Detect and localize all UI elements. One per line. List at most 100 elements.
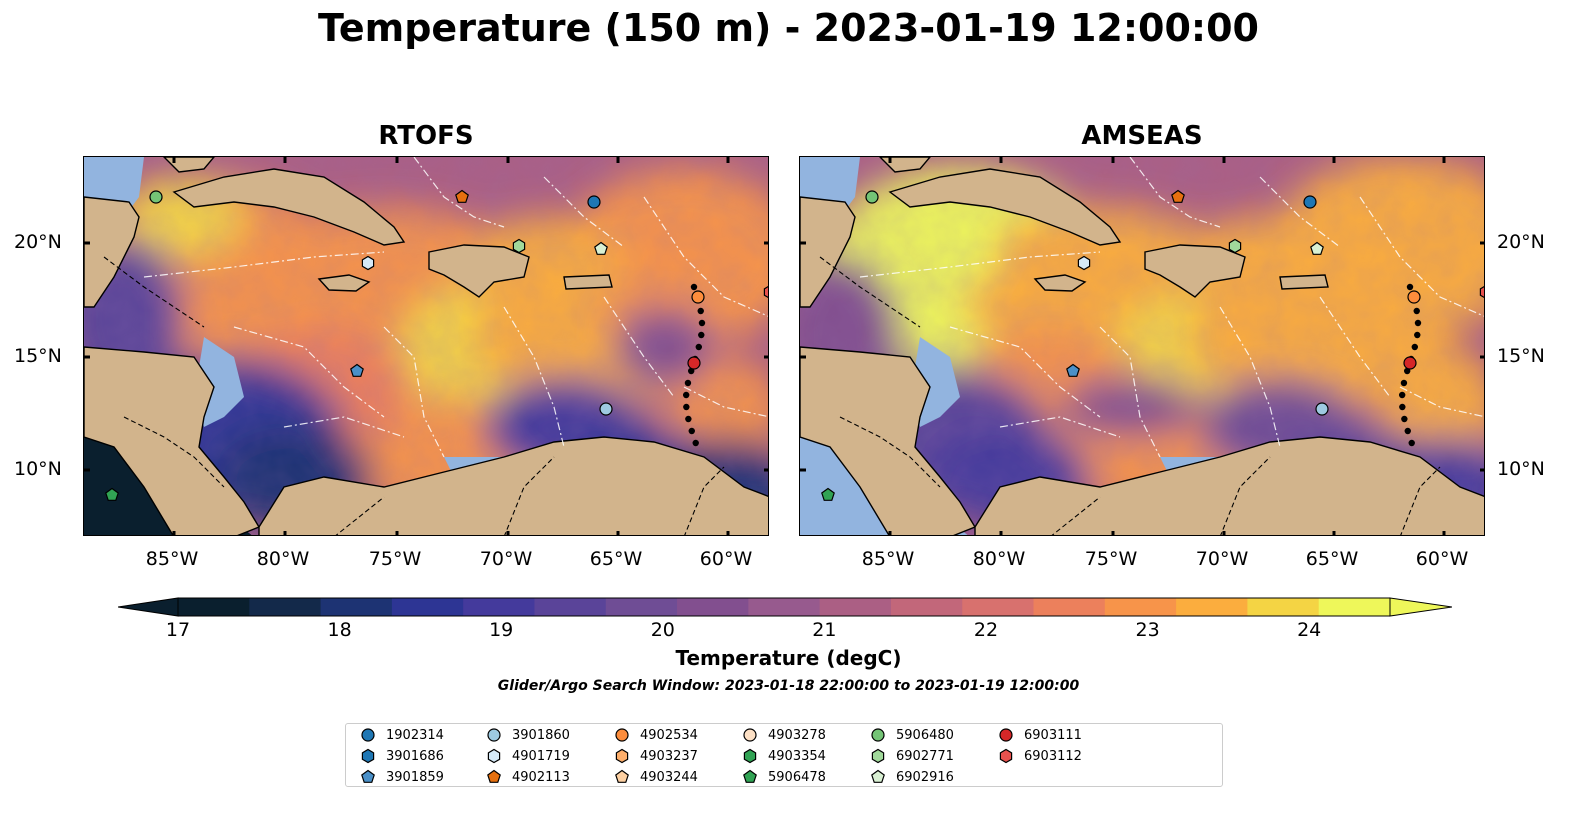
land-mass xyxy=(84,346,261,535)
colorbar-segment xyxy=(1033,598,1106,616)
land-mass xyxy=(163,157,215,173)
hexagon-marker-icon xyxy=(871,748,885,764)
float-marker xyxy=(1066,363,1080,377)
legend-entry: 6903111 xyxy=(998,727,1082,743)
eez-boundary xyxy=(643,196,768,317)
lon-label-85w-left: 85°W xyxy=(145,548,199,570)
legend-entry: 4903244 xyxy=(614,769,698,785)
island xyxy=(697,307,704,315)
float-marker xyxy=(763,285,768,299)
float-marker xyxy=(691,290,705,304)
island xyxy=(1408,439,1415,447)
island xyxy=(1413,307,1420,315)
circle-marker-icon xyxy=(743,728,757,742)
eez-boundary xyxy=(283,416,405,438)
legend-entry: 5906478 xyxy=(742,769,826,785)
float-marker xyxy=(865,190,879,204)
legend-entry-label: 4903278 xyxy=(768,727,826,743)
colorbar-segment xyxy=(1104,598,1177,616)
country-border xyxy=(1400,466,1441,535)
lat-label-10n-right: 10°N xyxy=(1497,458,1545,480)
island xyxy=(690,283,698,291)
land-mass xyxy=(800,346,977,535)
float-marker xyxy=(1303,195,1317,209)
country-border xyxy=(819,256,921,328)
legend-entry-label: 6903111 xyxy=(1024,727,1082,743)
land-mass xyxy=(888,168,1122,246)
hexagon-marker-icon xyxy=(487,748,501,764)
lon-label-85w-right: 85°W xyxy=(861,548,915,570)
island xyxy=(698,331,705,339)
country-border xyxy=(1051,496,1101,535)
float-marker xyxy=(1479,285,1484,299)
island xyxy=(1414,319,1422,327)
float-marker xyxy=(1315,402,1329,416)
colorbar-tick-label: 17 xyxy=(165,619,191,641)
land-mass xyxy=(258,436,768,535)
legend-entry: 4901719 xyxy=(486,748,570,764)
legend-entry-label: 5906480 xyxy=(896,727,954,743)
legend-entry-label: 3901686 xyxy=(386,748,444,764)
float-marker xyxy=(687,356,701,370)
lon-label-80w-right: 80°W xyxy=(972,548,1026,570)
lon-label-60w-left: 60°W xyxy=(699,548,753,570)
country-border xyxy=(684,466,725,535)
lat-label-15n-left: 15°N xyxy=(14,345,62,367)
legend-entry-label: 4903354 xyxy=(768,748,826,764)
land-mass xyxy=(563,274,613,290)
circle-marker-icon xyxy=(999,728,1013,742)
legend-entry: 6902916 xyxy=(870,769,954,785)
legend-entry: 3901860 xyxy=(486,727,570,743)
colorbar-tick-label: 18 xyxy=(327,619,352,641)
lon-label-70w-left: 70°W xyxy=(479,548,533,570)
eez-boundary xyxy=(503,306,565,448)
search-window-caption: Glider/Argo Search Window: 2023-01-18 22… xyxy=(497,678,1080,694)
country-border xyxy=(504,456,555,535)
land-mass xyxy=(1279,274,1329,290)
island xyxy=(692,439,699,447)
eez-boundary xyxy=(383,326,445,458)
eez-boundary xyxy=(949,326,1101,418)
float-marker xyxy=(1228,238,1242,254)
eez-boundary xyxy=(1359,196,1484,317)
island xyxy=(698,319,706,327)
colorbar-segment xyxy=(748,598,821,616)
legend-entry-label: 4902113 xyxy=(512,769,570,785)
legend-entry: 4903354 xyxy=(742,748,826,764)
colorbar-extend-max xyxy=(1389,597,1452,617)
lat-label-15n-right: 15°N xyxy=(1497,345,1545,367)
float-marker xyxy=(105,487,119,501)
colorbar-segment xyxy=(677,598,749,616)
legend-entry: 3901859 xyxy=(360,769,444,785)
island xyxy=(1406,283,1414,291)
float-marker xyxy=(1077,255,1091,271)
land-mass xyxy=(317,274,371,292)
circle-marker-icon xyxy=(361,728,375,742)
float-marker xyxy=(350,363,364,377)
legend-entry: 5906480 xyxy=(870,727,954,743)
eez-boundary xyxy=(683,386,768,418)
colorbar xyxy=(118,597,1452,617)
legend-entry-label: 4902534 xyxy=(640,727,698,743)
float-marker xyxy=(1403,356,1417,370)
colorbar-segment xyxy=(463,598,535,616)
colorbar-extend-min xyxy=(118,597,179,617)
pentagon-marker-icon xyxy=(871,769,885,783)
island xyxy=(1398,391,1406,399)
land-mass xyxy=(428,244,530,298)
legend-entry: 1902314 xyxy=(360,727,444,743)
colorbar-segment xyxy=(962,598,1035,616)
legend-entry: 6902771 xyxy=(870,748,954,764)
panel-title-amseas: AMSEAS xyxy=(1081,121,1203,151)
float-marker xyxy=(455,189,469,203)
eez-boundary xyxy=(999,416,1121,438)
colorbar-segment xyxy=(890,598,963,616)
float-marker xyxy=(149,190,163,204)
eez-boundary xyxy=(413,157,505,228)
eez-boundary xyxy=(859,251,1101,278)
country-border xyxy=(103,256,205,328)
float-marker xyxy=(1310,241,1324,255)
colorbar-segment xyxy=(605,598,678,616)
land-mass xyxy=(974,436,1484,535)
legend-entry-label: 4903237 xyxy=(640,748,698,764)
